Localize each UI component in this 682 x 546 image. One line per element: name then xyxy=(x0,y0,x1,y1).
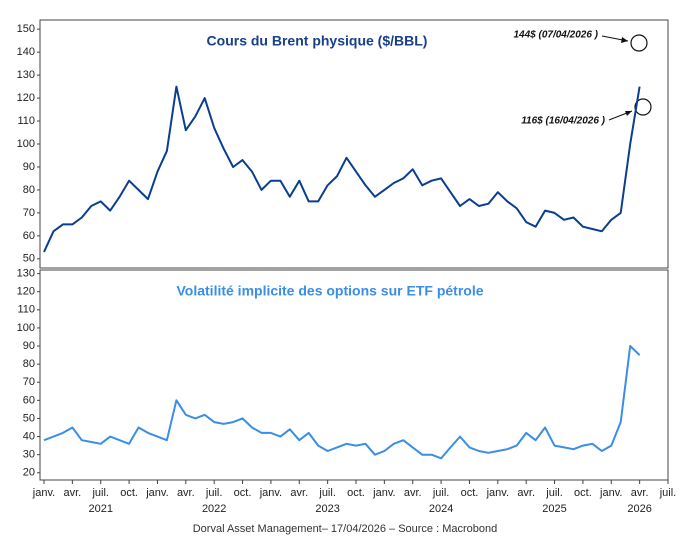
x-year-label: 2025 xyxy=(542,503,566,515)
x-tick-label: juil. xyxy=(205,487,223,499)
x-tick-label: oct. xyxy=(461,487,479,499)
x-tick-label: avr. xyxy=(290,487,308,499)
line-series xyxy=(43,345,641,460)
line-series xyxy=(43,85,641,253)
highlight-circle xyxy=(630,34,648,52)
annotation: 116$ (16/04/2026 ) xyxy=(521,116,605,127)
highlight-circle xyxy=(634,98,652,116)
y-tick-label: 60 xyxy=(23,394,35,406)
x-tick-label: avr. xyxy=(517,487,535,499)
x-year-label: 2023 xyxy=(315,503,339,515)
y-tick-label: 60 xyxy=(23,230,35,242)
y-tick-label: 30 xyxy=(23,449,35,461)
y-tick-label: 40 xyxy=(23,430,35,442)
x-tick-label: avr. xyxy=(631,487,649,499)
y-tick-label: 150 xyxy=(17,23,35,35)
x-tick-label: avr. xyxy=(63,487,81,499)
x-tick-label: janv. xyxy=(599,487,622,499)
x-tick-label: juil. xyxy=(318,487,336,499)
arrow-head xyxy=(621,37,628,43)
x-tick-label: juil. xyxy=(545,487,563,499)
x-tick-label: avr. xyxy=(404,487,422,499)
x-tick-label: juil. xyxy=(659,487,677,499)
y-tick-label: 70 xyxy=(23,207,35,219)
chart-title: Cours du Brent physique ($/BBL) xyxy=(207,33,428,49)
arrow-head xyxy=(625,111,632,116)
y-tick-label: 130 xyxy=(17,69,35,81)
footer: Dorval Asset Management– 17/04/2026 – So… xyxy=(193,523,498,535)
y-tick-label: 80 xyxy=(23,358,35,370)
x-tick-label: janv. xyxy=(486,487,509,499)
y-tick-label: 50 xyxy=(23,253,35,265)
x-tick-label: janv. xyxy=(145,487,168,499)
x-tick-label: janv. xyxy=(32,487,55,499)
x-tick-label: juil. xyxy=(91,487,109,499)
y-tick-label: 110 xyxy=(17,304,35,316)
x-tick-label: janv. xyxy=(372,487,395,499)
y-tick-label: 110 xyxy=(17,115,35,127)
panel-frame xyxy=(39,269,669,481)
y-tick-label: 130 xyxy=(17,268,35,280)
x-tick-label: oct. xyxy=(120,487,138,499)
y-tick-label: 80 xyxy=(23,184,35,196)
y-tick-label: 90 xyxy=(23,161,35,173)
x-tick-label: oct. xyxy=(234,487,252,499)
x-tick-label: juil. xyxy=(432,487,450,499)
panel-frame xyxy=(39,19,669,269)
y-tick-label: 140 xyxy=(17,46,35,58)
y-tick-label: 50 xyxy=(23,412,35,424)
x-tick-label: janv. xyxy=(259,487,282,499)
y-tick-label: 120 xyxy=(17,286,35,298)
y-tick-label: 100 xyxy=(17,138,35,150)
y-tick-label: 20 xyxy=(23,467,35,479)
x-year-label: 2022 xyxy=(202,503,226,515)
y-tick-label: 100 xyxy=(17,322,35,334)
y-tick-label: 90 xyxy=(23,340,35,352)
y-tick-label: 70 xyxy=(23,376,35,388)
annotation: 144$ (07/04/2026 ) xyxy=(513,30,598,41)
chart-title: Volatilité implicite des options sur ETF… xyxy=(176,283,483,299)
x-year-label: 2024 xyxy=(429,503,453,515)
x-year-label: 2026 xyxy=(627,503,651,515)
x-year-label: 2021 xyxy=(88,503,112,515)
x-tick-label: avr. xyxy=(177,487,195,499)
x-tick-label: oct. xyxy=(574,487,592,499)
x-tick-label: oct. xyxy=(347,487,365,499)
y-tick-label: 120 xyxy=(17,92,35,104)
